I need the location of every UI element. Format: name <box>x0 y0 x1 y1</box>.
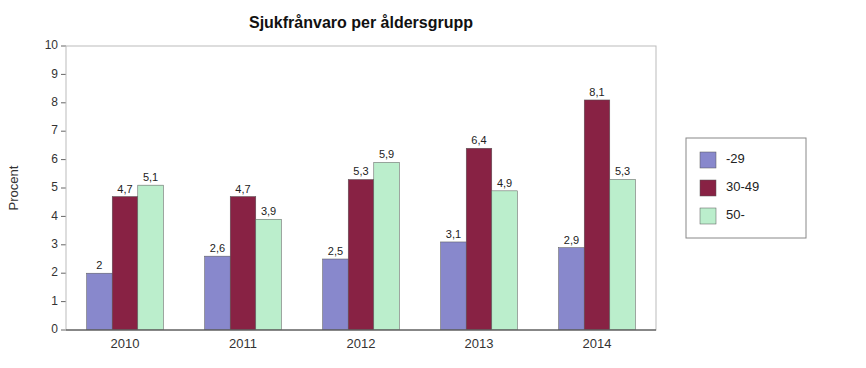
y-tick-label: 9 <box>51 67 58 81</box>
y-tick <box>61 188 66 189</box>
y-tick <box>61 74 66 75</box>
bar <box>492 191 518 330</box>
data-label: 2,6 <box>210 242 225 254</box>
y-tick <box>61 330 66 331</box>
y-tick-label: 10 <box>45 38 59 52</box>
bar <box>138 185 164 330</box>
data-label: 6,4 <box>471 134 486 146</box>
y-tick-label: 3 <box>51 237 58 251</box>
y-tick-label: 7 <box>51 123 58 137</box>
y-tick-label: 5 <box>51 180 58 194</box>
y-tick <box>61 216 66 217</box>
x-tick-label: 2014 <box>583 336 612 351</box>
y-tick-label: 2 <box>51 265 58 279</box>
bar <box>112 197 138 330</box>
x-tick-label: 2011 <box>229 336 257 351</box>
data-label: 5,1 <box>143 171 158 183</box>
y-tick <box>61 131 66 132</box>
x-tick-label: 2012 <box>347 336 376 351</box>
data-label: 5,3 <box>615 165 630 177</box>
data-label: 5,3 <box>353 165 368 177</box>
bars <box>87 100 636 330</box>
x-tick-label: 2010 <box>111 336 140 351</box>
bar <box>348 179 374 330</box>
bar <box>374 162 400 330</box>
bar <box>441 242 467 330</box>
x-tick-label: 2013 <box>465 336 494 351</box>
data-label: 2,9 <box>564 234 579 246</box>
plot-area <box>66 46 656 330</box>
y-tick <box>61 102 66 103</box>
data-label: 4,9 <box>497 177 512 189</box>
bar <box>323 259 349 330</box>
data-label: 3,9 <box>261 205 276 217</box>
bar <box>230 197 256 330</box>
data-label: 8,1 <box>589 86 604 98</box>
bar <box>256 219 282 330</box>
title: Sjukfrånvaro per åldersgrupp <box>249 14 473 31</box>
data-label: 2 <box>96 259 102 271</box>
data-label: 3,1 <box>446 228 461 240</box>
chart: 0 1 2 3 4 5 6 7 8 9 10 2 2,6 2,5 3,1 2,9 4,7 4,7 5,3 6,4 8,1… <box>0 0 866 368</box>
legend-label: -29 <box>726 151 745 166</box>
legend-label: 50- <box>726 207 745 222</box>
legend-swatch <box>700 152 716 168</box>
legend-box <box>686 138 806 238</box>
y-tick <box>61 46 66 47</box>
data-label: 4,7 <box>235 183 250 195</box>
y-tick <box>61 301 66 302</box>
legend-swatch <box>700 208 716 224</box>
y-tick-label: 0 <box>51 322 58 336</box>
y-tick <box>61 244 66 245</box>
y-axis-label: Procent <box>6 165 21 210</box>
bar <box>466 148 492 330</box>
y-tick-label: 8 <box>51 95 58 109</box>
data-label: 2,5 <box>328 245 343 257</box>
legend-swatch <box>700 180 716 196</box>
y-tick-label: 6 <box>51 152 58 166</box>
y-tick-label: 4 <box>51 209 58 223</box>
y-tick-label: 1 <box>51 294 58 308</box>
data-label: 4,7 <box>117 183 132 195</box>
bar <box>584 100 610 330</box>
data-label: 5,9 <box>379 148 394 160</box>
legend: -29 30-49 50- <box>686 138 806 238</box>
bar <box>87 273 113 330</box>
bar <box>205 256 231 330</box>
bar <box>559 248 585 330</box>
x-axis-line <box>66 330 656 331</box>
y-tick <box>61 273 66 274</box>
y-tick <box>61 159 66 160</box>
legend-label: 30-49 <box>726 179 759 194</box>
plot-frame <box>66 46 656 330</box>
bar <box>610 179 636 330</box>
